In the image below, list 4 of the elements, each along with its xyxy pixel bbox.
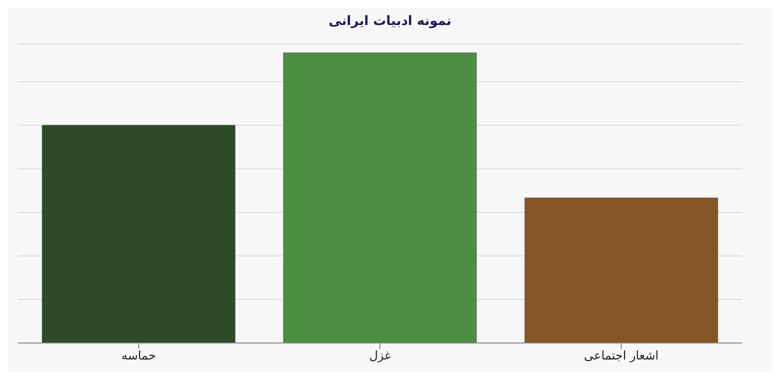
x-tick-label: حماسه [121, 348, 156, 363]
x-tick-label: اشعار اجتماعی [584, 348, 659, 363]
x-tick-label: غزل [369, 348, 391, 363]
chart-title: نمونه ادبیات ایرانی [328, 13, 452, 31]
